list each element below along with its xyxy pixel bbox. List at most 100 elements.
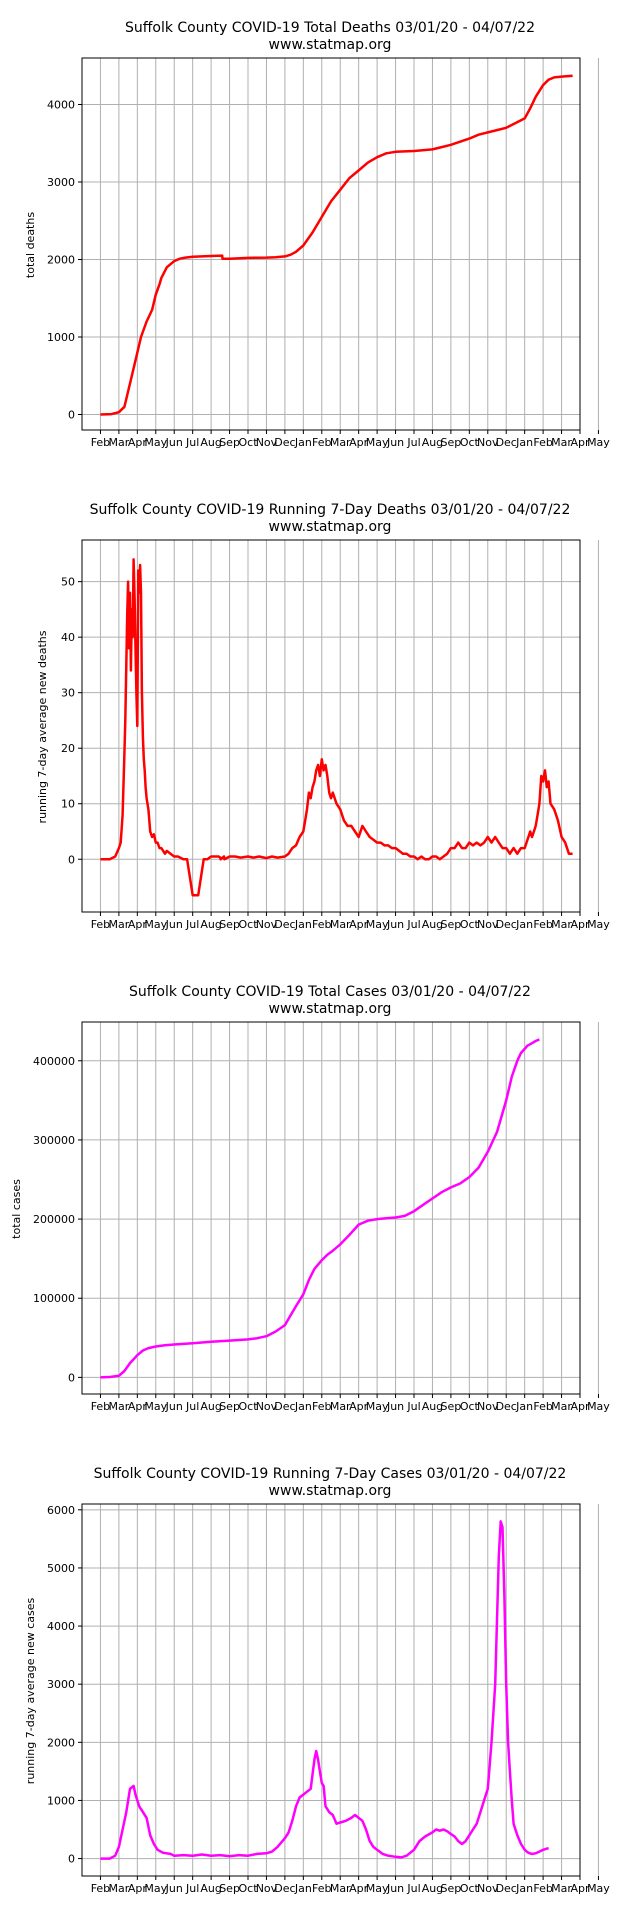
x-tick-label: Mar xyxy=(330,918,351,931)
x-tick-label: Mar xyxy=(551,1882,572,1895)
x-tick-label: Jul xyxy=(406,436,420,449)
x-tick-label: Feb xyxy=(91,436,110,449)
x-tick-label: Jul xyxy=(185,436,199,449)
x-tick-label: Feb xyxy=(91,1882,110,1895)
y-tick-label: 400000 xyxy=(33,1055,75,1068)
x-tick-label: Aug xyxy=(200,1882,221,1895)
x-tick-label: Dec xyxy=(274,918,295,931)
chart-subtitle: www.statmap.org xyxy=(269,1483,392,1499)
grid xyxy=(82,540,599,912)
y-tick-label: 0 xyxy=(68,409,75,422)
plot-frame xyxy=(81,57,581,431)
x-tick-label: Nov xyxy=(477,918,499,931)
x-tick-label: Apr xyxy=(349,1400,369,1413)
x-tick-label: May xyxy=(587,436,610,449)
y-tick-label: 2000 xyxy=(47,1736,75,1749)
x-tick-label: May xyxy=(587,918,610,931)
y-axis-label: total cases xyxy=(10,1179,23,1239)
x-tick-label: Feb xyxy=(312,436,331,449)
x-tick-label: May xyxy=(366,1882,389,1895)
y-tick-label: 1000 xyxy=(47,331,75,344)
x-tick-label: Nov xyxy=(477,1882,499,1895)
grid xyxy=(82,1022,599,1394)
x-tick-label: Mar xyxy=(551,436,572,449)
chart-subtitle: www.statmap.org xyxy=(269,519,392,535)
x-tick-label: Feb xyxy=(312,1882,331,1895)
x-tick-label: Sep xyxy=(219,1882,240,1895)
x-tick-label: May xyxy=(366,1400,389,1413)
y-axis-label: running 7-day average new cases xyxy=(24,1598,37,1785)
chart-subtitle: www.statmap.org xyxy=(269,1001,392,1017)
x-tick-label: Oct xyxy=(238,918,258,931)
x-tick-label: Aug xyxy=(422,436,443,449)
x-tick-label: Sep xyxy=(441,1400,462,1413)
y-tick-label: 5000 xyxy=(47,1562,75,1575)
y-tick-label: 0 xyxy=(68,1371,75,1384)
x-tick-label: Mar xyxy=(551,918,572,931)
chart-title: Suffolk County COVID-19 Total Cases 03/0… xyxy=(129,984,531,1000)
x-tick-label: Jun xyxy=(165,1400,183,1413)
x-tick-label: Jul xyxy=(406,1400,420,1413)
x-tick-label: Aug xyxy=(422,918,443,931)
chart-title: Suffolk County COVID-19 Running 7-Day Ca… xyxy=(94,1466,567,1482)
x-tick-label: Oct xyxy=(238,1882,258,1895)
plot-frame xyxy=(81,1503,581,1877)
x-tick-label: Oct xyxy=(238,436,258,449)
x-tick-label: Dec xyxy=(496,1882,517,1895)
x-tick-label: Feb xyxy=(312,1400,331,1413)
x-tick-label: Apr xyxy=(349,436,369,449)
x-tick-label: Mar xyxy=(330,1400,351,1413)
grid xyxy=(82,1504,599,1876)
x-tick-label: Oct xyxy=(460,1882,480,1895)
y-axis-label: running 7-day average new deaths xyxy=(36,630,49,823)
x-tick-label: Apr xyxy=(570,1882,590,1895)
x-tick-label: Feb xyxy=(91,918,110,931)
x-tick-label: Mar xyxy=(330,436,351,449)
x-tick-label: Mar xyxy=(109,918,130,931)
x-tick-label: Dec xyxy=(274,1882,295,1895)
x-tick-label: Dec xyxy=(274,1400,295,1413)
x-tick-label: Jul xyxy=(185,1882,199,1895)
panel-running-cases: Suffolk County COVID-19 Running 7-Day Ca… xyxy=(24,1466,610,1895)
x-tick-label: Jun xyxy=(386,918,404,931)
x-tick-label: Nov xyxy=(256,1400,278,1413)
y-tick-label: 6000 xyxy=(47,1504,75,1517)
x-tick-label: Jul xyxy=(185,918,199,931)
x-tick-label: Apr xyxy=(349,918,369,931)
y-tick-label: 100000 xyxy=(33,1292,75,1305)
x-tick-label: Jan xyxy=(515,1882,533,1895)
plot-frame xyxy=(81,539,581,913)
y-tick-label: 4000 xyxy=(47,99,75,112)
x-tick-label: Sep xyxy=(441,436,462,449)
x-tick-label: Oct xyxy=(460,1400,480,1413)
x-tick-label: Apr xyxy=(349,1882,369,1895)
x-tick-label: Jan xyxy=(294,918,312,931)
y-tick-label: 0 xyxy=(68,853,75,866)
x-tick-label: Nov xyxy=(256,918,278,931)
plot-frame xyxy=(81,1021,581,1395)
x-tick-label: May xyxy=(366,918,389,931)
x-tick-label: Jan xyxy=(515,1400,533,1413)
panel-total-cases: Suffolk County COVID-19 Total Cases 03/0… xyxy=(10,984,610,1413)
x-tick-label: Jun xyxy=(165,918,183,931)
y-tick-label: 1000 xyxy=(47,1794,75,1807)
x-tick-label: Apr xyxy=(128,1882,148,1895)
x-tick-label: Jan xyxy=(294,1400,312,1413)
series-line xyxy=(100,1038,540,1379)
x-tick-label: Oct xyxy=(238,1400,258,1413)
x-tick-label: Oct xyxy=(460,436,480,449)
y-tick-label: 3000 xyxy=(47,1678,75,1691)
x-tick-label: Jul xyxy=(406,1882,420,1895)
x-tick-label: Mar xyxy=(330,1882,351,1895)
x-tick-label: Sep xyxy=(441,918,462,931)
x-tick-label: Feb xyxy=(533,918,552,931)
x-tick-label: Apr xyxy=(570,436,590,449)
x-tick-label: May xyxy=(144,1400,167,1413)
series-line xyxy=(100,558,573,897)
x-tick-label: May xyxy=(366,436,389,449)
series-line xyxy=(100,1520,549,1860)
y-tick-label: 40 xyxy=(61,631,75,644)
x-tick-label: Apr xyxy=(128,1400,148,1413)
x-tick-label: Feb xyxy=(91,1400,110,1413)
